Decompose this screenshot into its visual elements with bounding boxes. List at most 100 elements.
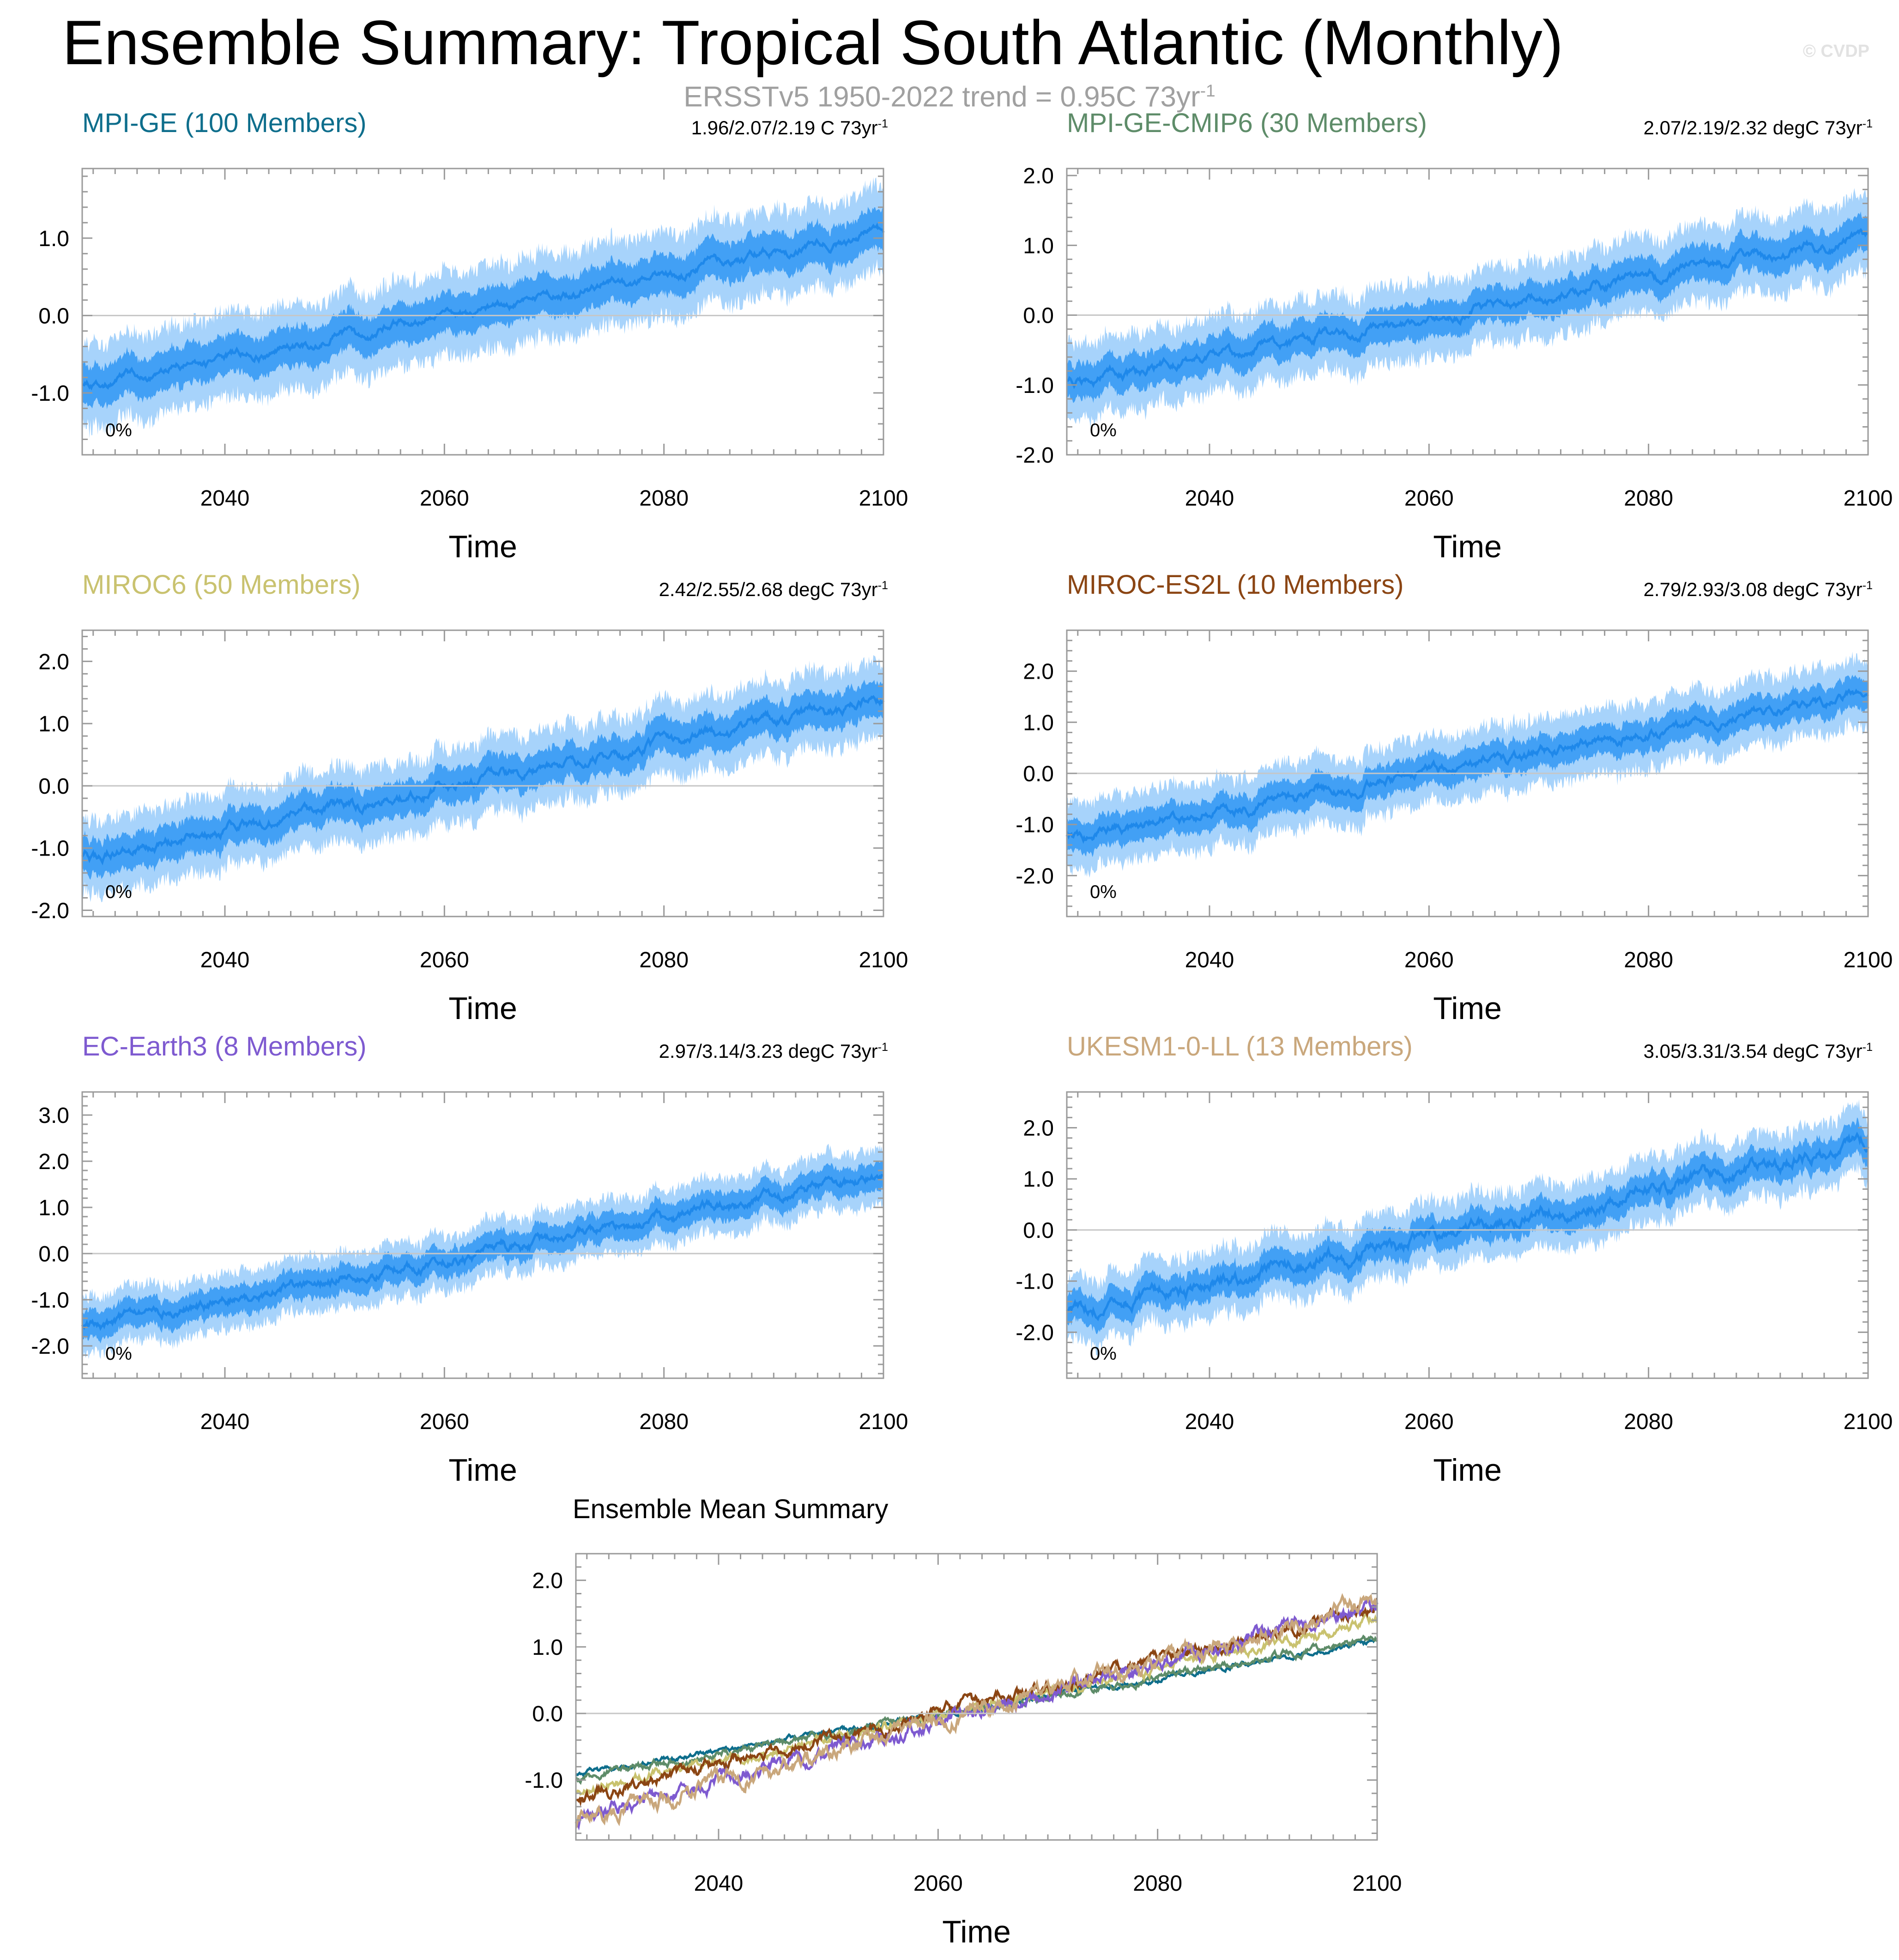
summary-y-tick-label: -1.0 (525, 1768, 563, 1793)
mpi-ge-y-tick-label: 0.0 (38, 304, 69, 328)
miroc-es2l-chart: -2.0 -1.0 0.0 1.0 2.0 2040 2060 2080 2100 Time 0% (1016, 629, 1893, 1026)
ukesm1-0-ll-x-tick-label: 2060 (1404, 1410, 1454, 1434)
miroc-es2l-x-tick-label: 2040 (1185, 948, 1234, 972)
ukesm1-0-ll-x-tick-label: 2100 (1844, 1410, 1893, 1434)
ukesm1-0-ll-frame (1066, 1091, 1869, 1379)
ukesm1-0-ll-tick-marks (1067, 1092, 1869, 1378)
mpi-ge-cmip6-tick-marks (1067, 169, 1869, 456)
miroc6-panel-title: MIROC6 (50 Members) (82, 570, 361, 600)
summary-y-tick-label: 2.0 (532, 1569, 563, 1593)
ec-earth3-y-tick-label: 2.0 (38, 1150, 69, 1174)
mpi-ge-percent-label: 0% (105, 420, 132, 440)
mpi-ge-y-tick-label: 1.0 (38, 227, 69, 251)
miroc-es2l-panel-title: MIROC-ES2L (10 Members) (1067, 570, 1404, 600)
ec-earth3-inner-spread-band (82, 1160, 883, 1344)
mpi-ge-cmip6-panel-title: MPI-GE-CMIP6 (30 Members) (1067, 108, 1427, 138)
miroc6-x-axis-title: Time (448, 991, 517, 1026)
mpi-ge-cmip6-y-tick-label: 2.0 (1023, 164, 1054, 188)
mpi-ge-chart: -1.0 0.0 1.0 2040 2060 2080 2100 Time 0% (31, 168, 908, 564)
summary-chart-title: Ensemble Mean Summary (573, 1494, 889, 1524)
ukesm1-0-ll-x-tick-label: 2040 (1185, 1410, 1234, 1434)
ec-earth3-panel-title: EC-Earth3 (8 Members) (82, 1031, 367, 1061)
ec-earth3-y-tick-label: 3.0 (38, 1104, 69, 1128)
miroc6-trend-exponent: -1 (877, 579, 888, 592)
mpi-ge-cmip6-ensemble-mean-line (1066, 228, 1869, 389)
mpi-ge-trend-text: 1.96/2.07/2.19 C 73yr (691, 117, 878, 139)
ec-earth3-chart: -2.0 -1.0 0.0 1.0 2.0 3.0 2040 2060 2080 2100 Time… (31, 1091, 908, 1488)
miroc-es2l-y-tick-label: 1.0 (1023, 711, 1054, 735)
mpi-ge-x-tick-label: 2080 (639, 486, 689, 511)
ukesm1-0-ll-x-axis-title: Time (1433, 1453, 1502, 1488)
ec-earth3-x-tick-label: 2100 (859, 1410, 908, 1434)
summary-x-tick-label: 2040 (694, 1871, 744, 1896)
mpi-ge-trend-label: 1.96/2.07/2.19 C 73yr-1 (691, 117, 888, 139)
ec-earth3-tick-marks (82, 1092, 884, 1378)
ukesm1-0-ll-panel-title: UKESM1-0-LL (13 Members) (1067, 1031, 1413, 1061)
mpi-ge-y-tick-label: -1.0 (31, 381, 69, 406)
ukesm1-0-ll-inner-spread-band (1067, 1117, 1868, 1334)
miroc6-y-tick-label: 0.0 (38, 774, 69, 799)
ec-earth3-percent-label: 0% (105, 1344, 132, 1364)
ec-earth3-trend-exponent: -1 (877, 1041, 888, 1054)
mpi-ge-cmip6-x-tick-label: 2040 (1185, 486, 1234, 511)
ukesm1-0-ll-trend-text: 3.05/3.31/3.54 degC 73yr (1643, 1040, 1863, 1062)
mpi-ge-x-tick-label: 2060 (420, 486, 469, 511)
summary-chart: -1.0 0.0 1.0 2.0 2040 2060 2080 2100 Time (525, 1553, 1402, 1949)
ukesm1-0-ll-trend-exponent: -1 (1862, 1041, 1873, 1054)
miroc-es2l-trend-exponent: -1 (1862, 579, 1873, 592)
summary-line-miroc-es2l (576, 1597, 1379, 1807)
miroc-es2l-y-tick-label: 0.0 (1023, 762, 1054, 786)
miroc-es2l-x-tick-label: 2080 (1624, 948, 1673, 972)
miroc6-x-tick-label: 2060 (420, 948, 469, 972)
mpi-ge-x-tick-label: 2100 (859, 486, 908, 511)
ec-earth3-y-tick-label: -2.0 (31, 1334, 69, 1359)
subtitle-text: ERSSTv5 1950-2022 trend = 0.95C 73yr (683, 81, 1200, 113)
mpi-ge-cmip6-inner-spread-band (1067, 211, 1868, 403)
ukesm1-0-ll-y-tick-label: 1.0 (1023, 1167, 1054, 1192)
figure-subtitle: ERSSTv5 1950-2022 trend = 0.95C 73yr-1 (0, 73, 1899, 115)
miroc-es2l-y-tick-label: -2.0 (1016, 864, 1054, 888)
mpi-ge-cmip6-trend-label: 2.07/2.19/2.32 degC 73yr-1 (1644, 117, 1873, 139)
mpi-ge-frame (81, 168, 884, 456)
figure-title: Ensemble Summary: Tropical South Atlanti… (62, 7, 1564, 78)
summary-line-ukesm1-0-ll (575, 1593, 1379, 1829)
mpi-ge-cmip6-y-tick-label: -2.0 (1016, 443, 1054, 468)
miroc6-frame (81, 629, 884, 917)
ec-earth3-ensemble-mean-line (81, 1173, 884, 1331)
mpi-ge-x-axis-title: Time (448, 529, 517, 564)
ukesm1-0-ll-y-tick-label: 2.0 (1023, 1116, 1054, 1141)
miroc6-x-tick-label: 2040 (200, 948, 250, 972)
summary-y-tick-label: 0.0 (532, 1702, 563, 1726)
summary-frame (575, 1553, 1378, 1841)
ec-earth3-trend-text: 2.97/3.14/3.23 degC 73yr (659, 1040, 878, 1062)
summary-x-axis-title: Time (942, 1914, 1011, 1949)
miroc6-trend-text: 2.42/2.55/2.68 degC 73yr (659, 579, 878, 600)
ec-earth3-x-axis-title: Time (448, 1453, 517, 1488)
miroc-es2l-x-axis-title: Time (1433, 991, 1502, 1026)
mpi-ge-cmip6-x-tick-label: 2080 (1624, 486, 1673, 511)
ukesm1-0-ll-ensemble-mean-line (1065, 1131, 1869, 1321)
ec-earth3-y-tick-label: -1.0 (31, 1288, 69, 1313)
mpi-ge-panel-title: MPI-GE (100 Members) (82, 108, 367, 138)
ec-earth3-x-tick-label: 2060 (420, 1410, 469, 1434)
mpi-ge-trend-exponent: -1 (877, 117, 888, 130)
ukesm1-0-ll-chart: -2.0 -1.0 0.0 1.0 2.0 2040 2060 2080 2100 Time 0% (1016, 1091, 1893, 1488)
mpi-ge-cmip6-x-axis-title: Time (1433, 529, 1502, 564)
mpi-ge-tick-marks (82, 169, 884, 456)
miroc-es2l-y-tick-label: -1.0 (1016, 813, 1054, 838)
miroc-es2l-x-tick-label: 2100 (1844, 948, 1893, 972)
miroc6-x-tick-label: 2100 (859, 948, 908, 972)
miroc-es2l-y-tick-label: 2.0 (1023, 660, 1054, 684)
ukesm1-0-ll-y-tick-label: -1.0 (1016, 1270, 1054, 1294)
miroc6-ensemble-mean-line (81, 695, 885, 866)
mpi-ge-ensemble-mean-line (81, 222, 885, 391)
cvdp-watermark: © CVDP (1802, 42, 1869, 61)
miroc6-percent-label: 0% (105, 882, 132, 902)
ec-earth3-x-tick-label: 2040 (200, 1410, 250, 1434)
ukesm1-0-ll-trend-label: 3.05/3.31/3.54 degC 73yr-1 (1644, 1040, 1873, 1062)
miroc6-x-tick-label: 2080 (639, 948, 689, 972)
ukesm1-0-ll-y-tick-label: -2.0 (1016, 1321, 1054, 1345)
mpi-ge-cmip6-percent-label: 0% (1090, 420, 1117, 440)
ec-earth3-y-tick-label: 0.0 (38, 1242, 69, 1266)
ec-earth3-trend-label: 2.97/3.14/3.23 degC 73yr-1 (659, 1040, 888, 1062)
